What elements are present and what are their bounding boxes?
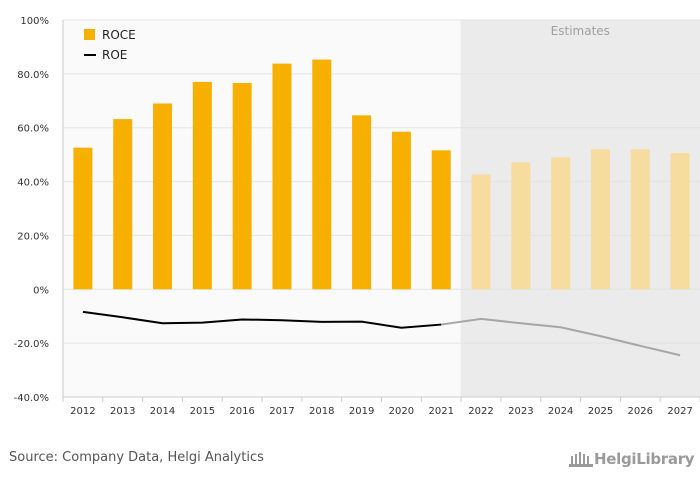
roce-bar: [630, 149, 650, 290]
roce-bar: [192, 81, 212, 290]
roce-bar: [153, 103, 173, 290]
library-building-icon: [569, 452, 593, 467]
legend-swatch-roce: [84, 29, 95, 40]
roce-bar: [471, 174, 491, 290]
estimates-label: Estimates: [551, 24, 610, 38]
y-tick-label: 100%: [20, 16, 49, 27]
y-tick-label: 0%: [33, 285, 49, 296]
y-tick-label: 40.0%: [17, 178, 49, 189]
roce-bar: [73, 147, 93, 290]
x-axis-ticks: 2012 2013 2014 2015 2016 2017 2018 2019 2020 2021…: [62, 397, 700, 417]
y-tick-label: 80.0%: [17, 70, 49, 81]
x-tick-label: 2012: [70, 406, 95, 417]
y-tick-label: -20.0%: [14, 339, 49, 350]
roce-bar: [670, 153, 690, 290]
x-tick-label: 2022: [468, 406, 493, 417]
x-tick-label: 2025: [588, 406, 613, 417]
y-tick-label: -40.0%: [14, 393, 49, 404]
x-tick-label: 2013: [110, 406, 135, 417]
y-tick-label: 60.0%: [17, 124, 49, 135]
source-note: Source: Company Data, Helgi Analytics: [9, 450, 264, 465]
x-tick-label: 2015: [190, 406, 215, 417]
x-tick-label: 2026: [628, 406, 653, 417]
roce-bar: [272, 63, 292, 290]
x-tick-label: 2014: [150, 406, 175, 417]
roe-line-estimate: [441, 317, 681, 357]
helgi-library-logo: HelgiLibrary: [568, 448, 695, 470]
legend-label-roe: ROE: [102, 48, 127, 62]
x-tick-label: 2017: [269, 406, 294, 417]
x-tick-label: 2018: [309, 406, 334, 417]
x-tick-label: 2027: [667, 406, 692, 417]
roce-bar: [590, 149, 610, 290]
roce-bar: [551, 157, 571, 290]
legend-label-roce: ROCE: [102, 28, 136, 42]
y-axis-ticks: -40.0% -20.0% 0% 20.0% 40.0% 60.0% 80.0% 100%: [14, 16, 49, 404]
roce-bar: [352, 115, 372, 290]
x-tick-label: 2024: [548, 406, 573, 417]
x-tick-label: 2021: [428, 406, 453, 417]
x-tick-label: 2016: [229, 406, 254, 417]
logo-text: HelgiLibrary: [594, 450, 695, 468]
x-tick-label: 2023: [508, 406, 533, 417]
estimates-background: [460, 20, 700, 397]
roce-bar: [431, 150, 451, 290]
x-tick-label: 2020: [389, 406, 414, 417]
roe-line: [82, 310, 681, 357]
roce-bar: [113, 119, 133, 290]
roce-bar: [511, 162, 531, 290]
legend: ROCE ROE: [84, 28, 136, 62]
roce-bar: [312, 59, 332, 290]
roce-bars: [73, 59, 690, 290]
roe-line-actual: [82, 310, 442, 329]
roce-bar: [391, 131, 411, 290]
x-tick-label: 2019: [349, 406, 374, 417]
y-tick-label: 20.0%: [17, 231, 49, 242]
roce-bar: [232, 83, 252, 290]
